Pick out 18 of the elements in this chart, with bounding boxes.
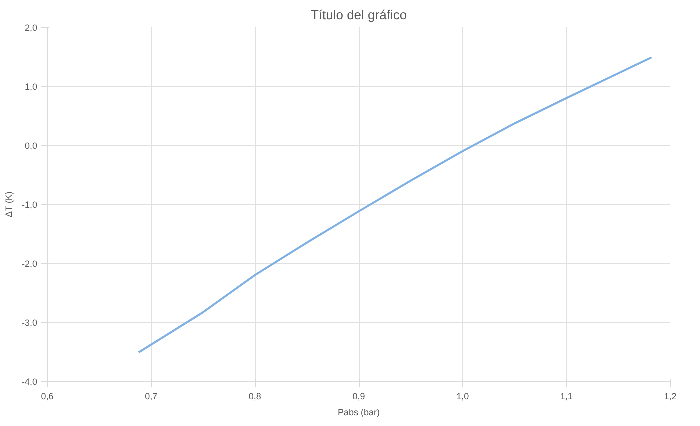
y-tick-label: 0,0 [24,141,38,151]
line-series [138,56,653,354]
x-tick-label: 0,9 [352,392,366,402]
y-tick-label: -2,0 [22,259,38,269]
x-axis-title: Pabs (bar) [338,408,380,418]
x-tick-label: 0,7 [145,392,158,402]
y-tick-label: -4,0 [22,377,38,387]
x-tick-label: 0,8 [248,392,262,402]
chart-title: Título del gráfico [310,8,408,22]
y-tick-label: 2,0 [24,23,38,33]
x-tick-label: 1,0 [456,392,470,402]
x-tick-label: 1,1 [560,392,573,402]
y-axis-title: ΔT (K) [4,192,14,218]
y-tick-label: 1,0 [24,82,38,92]
y-tick-label: -3,0 [22,318,38,328]
x-tick-label: 1,2 [664,392,677,402]
y-tick-label: -1,0 [22,200,38,210]
x-tick-label: 0,6 [41,392,54,402]
